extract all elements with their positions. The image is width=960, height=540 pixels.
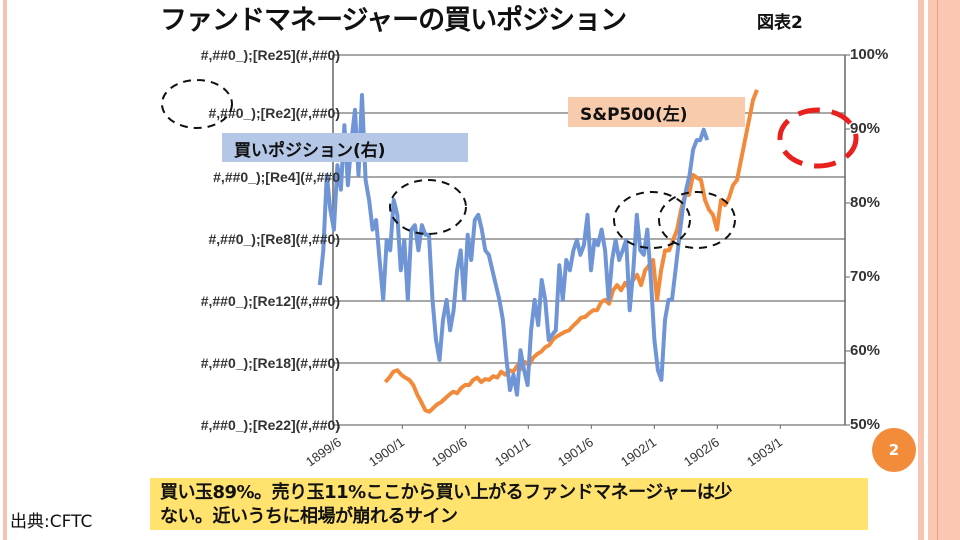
left-border-decoration bbox=[3, 0, 7, 540]
slide-title: ファンドマネージャーの買いポジション bbox=[160, 5, 627, 36]
source-credit: 出典:CFTC bbox=[10, 512, 93, 532]
left-axis-tick-label: #,##0_);[Re22](#,##0) bbox=[200, 417, 340, 433]
legend-sp500: S&P500(左) bbox=[568, 97, 745, 127]
page-number-badge: 2 bbox=[872, 428, 916, 472]
right-axis-tick-label: 100% bbox=[850, 46, 889, 63]
right-border-line bbox=[937, 0, 938, 540]
note-box: 買い玉89%。売り玉11%ここから買い上がるファンドマネージャーは少 ない。近い… bbox=[150, 478, 868, 530]
legend-buy-position: 買いポジション(右) bbox=[222, 133, 468, 162]
left-axis-tick-label: #,##0_);[Re12](#,##0) bbox=[200, 293, 340, 309]
right-axis-tick-label: 60% bbox=[850, 342, 881, 359]
left-axis-tick-label: #,##0_);[Re25](#,##0) bbox=[200, 47, 340, 63]
right-axis-tick-label: 70% bbox=[850, 268, 881, 285]
right-border-decoration bbox=[918, 0, 924, 540]
right-border-decoration bbox=[928, 0, 960, 540]
legend-buy-position-label: 買いポジション(右) bbox=[234, 141, 386, 161]
left-axis-tick-label: #,##0_);[Re8](#,##0) bbox=[208, 231, 340, 247]
right-axis-tick-label: 90% bbox=[850, 120, 881, 137]
note-line-2: ない。近いうちに相場が崩れるサイン bbox=[160, 506, 458, 527]
right-axis-tick-label: 50% bbox=[850, 416, 881, 433]
right-axis-tick-label: 80% bbox=[850, 194, 881, 211]
legend-sp500-label: S&P500(左) bbox=[580, 105, 688, 125]
left-axis-tick-label: #,##0_);[Re2](#,##0) bbox=[208, 105, 340, 121]
series-sp500-line bbox=[383, 89, 759, 414]
note-line-1: 買い玉89%。売り玉11%ここから買い上がるファンドマネージャーは少 bbox=[160, 482, 732, 503]
figure-label: 図表2 bbox=[757, 13, 803, 33]
left-axis-tick-label: #,##0_);[Re4](#,##0 bbox=[213, 169, 340, 185]
series-buy-position-line bbox=[317, 93, 710, 397]
left-axis-tick-label: #,##0_);[Re18](#,##0) bbox=[200, 355, 340, 371]
